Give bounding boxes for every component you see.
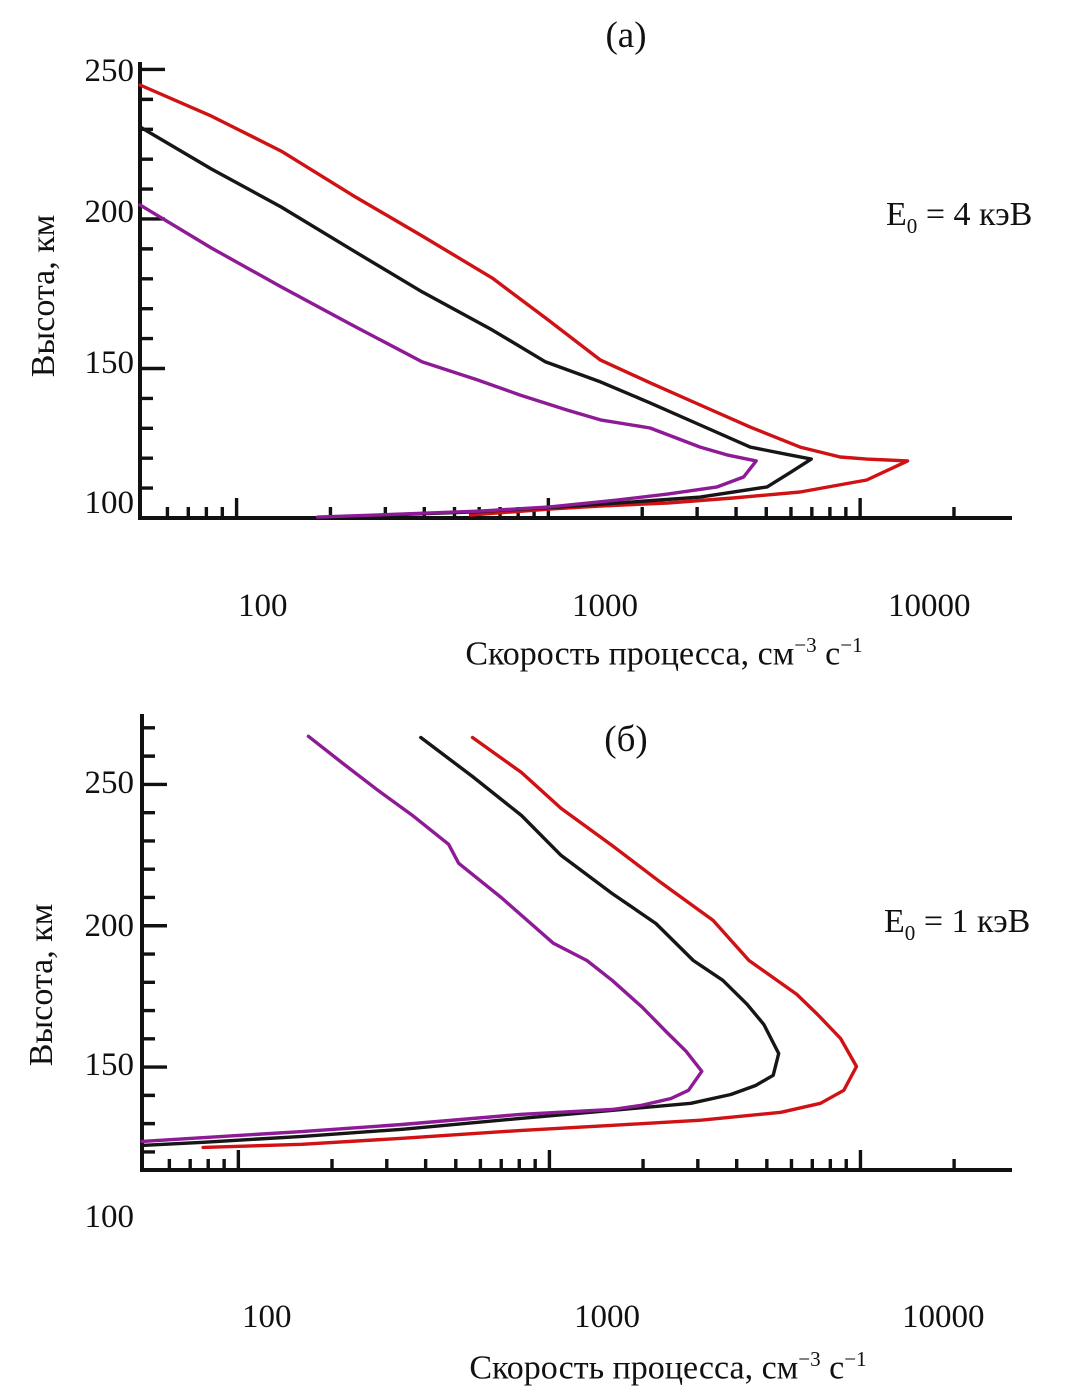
annotation-value: = 4 кэВ	[917, 196, 1033, 233]
panel-b-xaxis-title: Скорость процесса, см−3 с−1	[469, 1347, 867, 1387]
panel-b-annotation: E0 = 1 кэВ	[884, 905, 1030, 944]
panel-b-ytick-200: 200	[84, 908, 135, 944]
purple-curve	[138, 203, 758, 519]
panel-b-xtick-10000: 10000	[902, 1299, 985, 1335]
annotation-value: = 1 кэВ	[915, 903, 1031, 940]
red-curve	[201, 735, 859, 1150]
panel-b-yaxis-title: Высота, км	[23, 903, 60, 1067]
panel-a-annotation: E0 = 4 кэВ	[886, 198, 1032, 237]
tick-marks	[140, 67, 956, 520]
panel-b	[140, 714, 1012, 1172]
panel-a	[138, 62, 1012, 520]
panel-b-xtick-100: 100	[242, 1299, 292, 1335]
panel-a-title: (а)	[605, 15, 647, 56]
panel-b-ytick-150: 150	[84, 1047, 135, 1083]
purple-curve	[140, 734, 704, 1144]
axes	[138, 62, 1012, 520]
axes	[140, 714, 1012, 1172]
panel-b-xtick-1000: 1000	[574, 1299, 640, 1335]
red-curve	[138, 83, 910, 517]
panel-a-xaxis-title: Скорость процесса, см−3 с−1	[465, 633, 863, 673]
black-curve	[138, 125, 813, 517]
tick-marks	[142, 726, 956, 1170]
annotation-symbol: E	[884, 903, 905, 940]
panel-a-yaxis-title: Высота, км	[25, 214, 62, 378]
panel-a-xtick-10000: 10000	[888, 588, 971, 624]
panel-b-ytick-250: 250	[84, 765, 135, 801]
black-curve	[140, 735, 781, 1148]
annotation-subscript: 0	[904, 920, 916, 945]
panel-b-ytick-100: 100	[84, 1199, 135, 1235]
panel-a-ytick-100: 100	[84, 485, 135, 521]
panel-a-xtick-1000: 1000	[572, 588, 638, 624]
panel-a-xtick-100: 100	[238, 588, 288, 624]
annotation-symbol: E	[886, 196, 907, 233]
panel-a-ytick-150: 150	[84, 345, 135, 381]
panel-b-title: (б)	[604, 719, 648, 760]
panel-a-ytick-250: 250	[84, 53, 135, 89]
panel-a-ytick-200: 200	[84, 194, 135, 230]
annotation-subscript: 0	[906, 213, 918, 238]
